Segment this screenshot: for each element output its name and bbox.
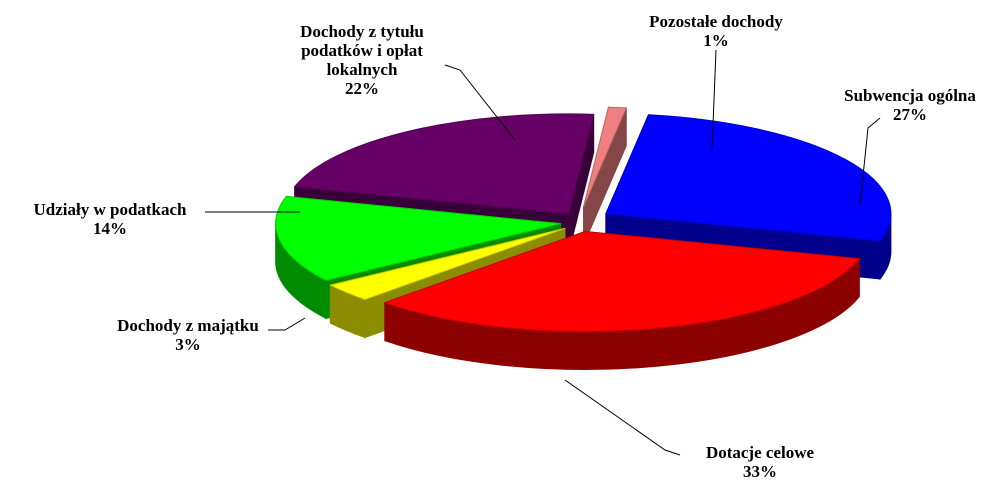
slice-value: 3% (175, 335, 201, 354)
pie-slice (605, 114, 892, 242)
leader-line (444, 64, 516, 141)
slice-name: Dochody z majątku (117, 316, 259, 335)
leader-line (711, 49, 717, 151)
pie-slice (328, 227, 566, 301)
pie-slice (293, 113, 595, 215)
leaders (205, 49, 881, 456)
slice-label: Subwencja ogólna 27% (820, 86, 996, 124)
slice-label: Dotacje celowe 33% (670, 443, 850, 481)
pie-slice (383, 230, 861, 332)
slice-name: Udziały w podatkach (33, 200, 187, 219)
slice-name: Dochody z tytułu podatków i opłat lokaln… (300, 22, 424, 79)
slice-label: Udziały w podatkach 14% (10, 200, 210, 238)
slice-value: 27% (893, 105, 927, 124)
pie-slice (583, 106, 628, 207)
slices (275, 106, 892, 370)
slice-name: Pozostałe dochody (649, 12, 783, 31)
slice-label: Pozostałe dochody 1% (616, 12, 816, 50)
leader-line (268, 317, 306, 331)
pie-slice (275, 195, 561, 281)
slice-name: Subwencja ogólna (844, 86, 976, 105)
slice-value: 22% (345, 79, 379, 98)
slice-name: Dotacje celowe (705, 443, 815, 462)
slice-value: 1% (703, 31, 729, 50)
leader-line (564, 379, 681, 456)
slice-label: Dochody z tytułu podatków i opłat lokaln… (275, 22, 450, 98)
slice-label: Dochody z majątku 3% (98, 316, 278, 354)
leader-line (859, 117, 881, 206)
slice-value: 14% (93, 219, 127, 238)
slice-value: 33% (743, 462, 777, 481)
